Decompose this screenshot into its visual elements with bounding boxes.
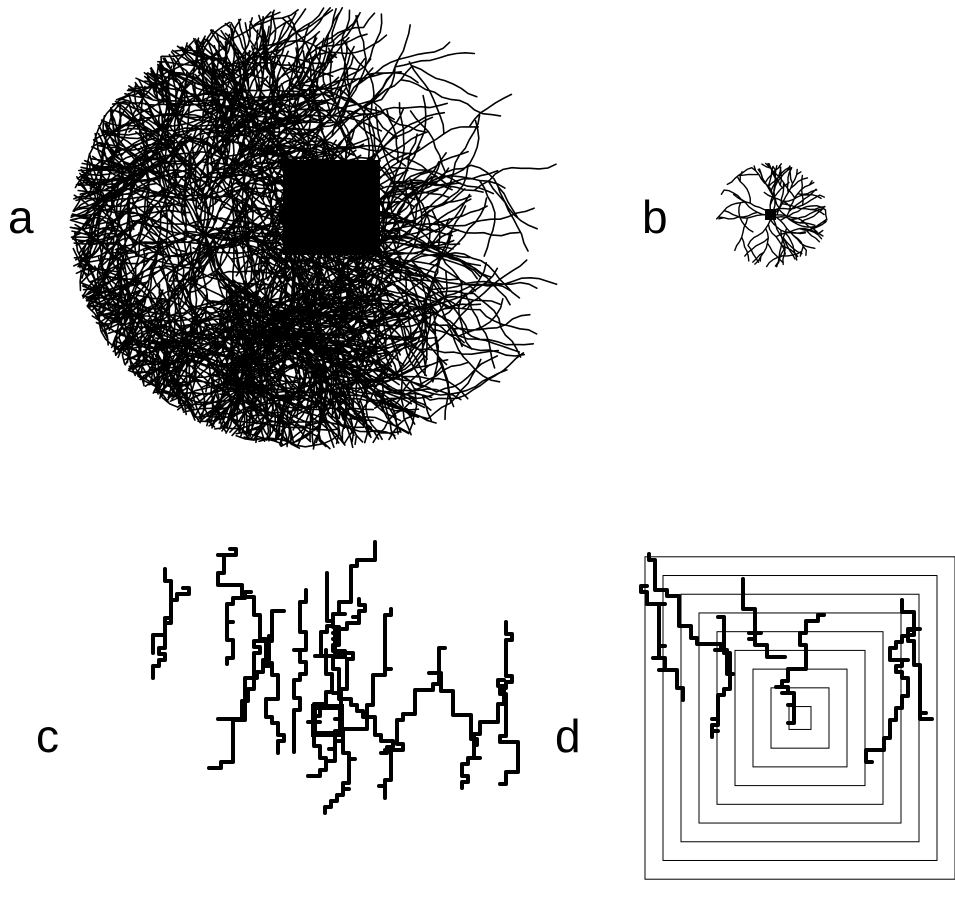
panel-label: d	[555, 710, 581, 762]
panel-label: b	[642, 191, 668, 243]
panel-label: a	[8, 191, 34, 243]
vessel-map-c	[153, 542, 518, 813]
vessel-map-a	[70, 8, 556, 449]
vessel-map-d	[641, 554, 955, 879]
vessels	[641, 554, 932, 762]
search-square	[753, 669, 847, 767]
vessel-map-b	[717, 163, 827, 266]
search-square	[645, 557, 955, 879]
search-square	[771, 688, 829, 748]
panel-label: c	[36, 710, 59, 762]
search-square	[717, 632, 883, 805]
zoom-region	[765, 209, 776, 220]
vessels	[153, 542, 518, 813]
figure: a b c d	[0, 0, 955, 908]
